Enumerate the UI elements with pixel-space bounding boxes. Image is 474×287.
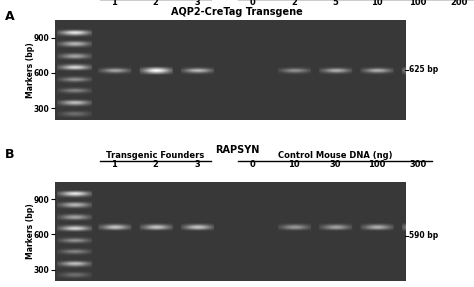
Text: 2: 2 — [153, 0, 158, 7]
Text: A: A — [5, 10, 14, 23]
Text: 10: 10 — [288, 160, 300, 169]
Text: 2: 2 — [153, 160, 158, 169]
Text: 0: 0 — [250, 0, 255, 7]
Text: 100: 100 — [409, 0, 426, 7]
Text: 590 bp: 590 bp — [409, 231, 438, 240]
Text: B: B — [5, 148, 14, 161]
Text: 3: 3 — [194, 160, 200, 169]
Text: Transgenic Founders: Transgenic Founders — [107, 151, 205, 160]
Y-axis label: Markers (bp): Markers (bp) — [26, 203, 35, 259]
Text: 1: 1 — [111, 160, 117, 169]
Text: AQP2-CreTag Transgene: AQP2-CreTag Transgene — [171, 7, 303, 17]
Text: 625 bp: 625 bp — [409, 65, 438, 74]
Text: 3: 3 — [194, 0, 200, 7]
Text: 10: 10 — [371, 0, 382, 7]
Text: 200: 200 — [450, 0, 468, 7]
Text: RAPSYN: RAPSYN — [215, 145, 259, 155]
Text: 2: 2 — [291, 0, 297, 7]
Text: 1: 1 — [111, 0, 117, 7]
Text: 30: 30 — [329, 160, 341, 169]
Text: 0: 0 — [250, 160, 255, 169]
Text: 5: 5 — [332, 0, 338, 7]
Text: 300: 300 — [409, 160, 426, 169]
Text: Control Mouse DNA (ng): Control Mouse DNA (ng) — [278, 151, 392, 160]
Text: 100: 100 — [368, 160, 385, 169]
Y-axis label: Markers (bp): Markers (bp) — [26, 42, 35, 98]
